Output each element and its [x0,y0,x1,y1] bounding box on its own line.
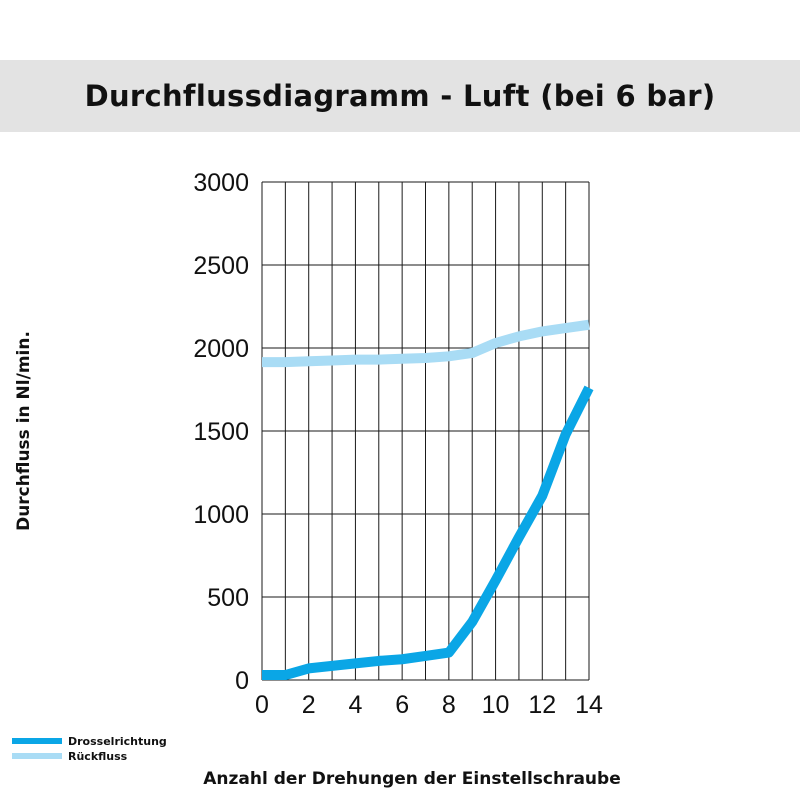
y-axis-label: Durchfluss in Nl/min. [14,331,34,531]
chart-title: Durchflussdiagramm - Luft (bei 6 bar) [84,79,716,113]
chart-grid [261,181,590,681]
chart-legend: Drosselrichtung Rückfluss [12,735,167,763]
y-tick-label: 1000 [193,501,249,529]
x-tick-label: 4 [348,691,362,719]
series-line-drosselrichtung [262,385,594,681]
y-tick-label: 1500 [193,418,249,446]
y-axis-ticks: 0 500 1000 1500 2000 2500 3000 [193,169,249,695]
x-tick-label: 6 [395,691,409,719]
y-tick-label: 3000 [193,169,249,197]
x-tick-label: 0 [255,691,269,719]
legend-label: Rückfluss [68,750,128,763]
y-tick-label: 2000 [193,335,249,363]
x-tick-label: 8 [442,691,456,719]
x-tick-label: 12 [528,691,556,719]
x-axis-label: Anzahl der Drehungen der Einstellschraub… [203,769,620,789]
legend-label: Drosselrichtung [68,735,167,748]
chart-series [262,319,594,681]
x-tick-label: 10 [482,691,510,719]
series-line-rueckfluss [262,319,590,368]
x-tick-label: 2 [302,691,316,719]
y-tick-label: 2500 [193,252,249,280]
y-tick-label: 500 [207,584,249,612]
y-tick-label: 0 [235,667,249,695]
x-axis-ticks: 0 2 4 6 8 10 12 14 [255,691,603,719]
x-tick-label: 14 [575,691,603,719]
title-bar: Durchflussdiagramm - Luft (bei 6 bar) [0,60,800,132]
